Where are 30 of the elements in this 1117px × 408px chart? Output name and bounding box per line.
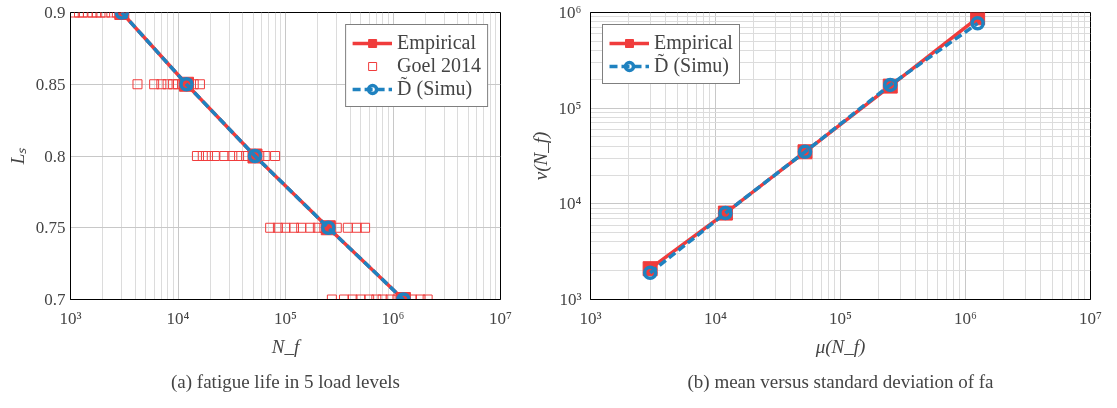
x-axis-title: N_f (270, 335, 302, 357)
y-tick-label: 10⁶ (558, 3, 582, 22)
x-tick-label: 10⁷ (489, 308, 513, 328)
y-tick-label: 0.9 (44, 3, 66, 22)
y-tick-label: 10³ (559, 290, 582, 309)
y-axis-title: Lₛ (6, 146, 28, 166)
y-tick-label: 0.8 (44, 146, 66, 166)
x-tick-label: 10³ (579, 308, 602, 328)
x-tick-label: 10⁶ (954, 308, 978, 328)
legend-label: Goel 2014 (397, 54, 481, 77)
x-tick-label: 10⁵ (274, 308, 298, 328)
x-tick-label: 10⁴ (704, 308, 728, 328)
x-tick-label: 10⁷ (1079, 308, 1103, 328)
text: (a) fatigue life in 5 load levels (171, 370, 400, 393)
x-tick-label: 10⁴ (166, 308, 190, 328)
y-tick-label: 0.75 (35, 218, 66, 238)
legend-label: D̃ (Simu) (397, 77, 473, 100)
legend-label: Empirical (397, 31, 476, 54)
legend-label: Empirical (654, 31, 733, 54)
y-tick-label: 10⁵ (558, 98, 582, 118)
x-axis-title: μ(N_f) (814, 335, 866, 358)
x-tick-label: 10³ (59, 308, 82, 328)
legend-label: D̃ (Simu) (654, 54, 729, 77)
x-tick-label: 10⁶ (381, 308, 405, 328)
y-axis-title: ν(N_f) (529, 131, 552, 181)
y-tick-label: 10⁴ (558, 194, 582, 214)
y-tick-label: 0.85 (35, 74, 66, 94)
y-tick-label: 0.7 (44, 290, 66, 309)
x-tick-label: 10⁵ (829, 308, 853, 328)
text: (b) mean versus standard deviation of fa (687, 370, 995, 393)
